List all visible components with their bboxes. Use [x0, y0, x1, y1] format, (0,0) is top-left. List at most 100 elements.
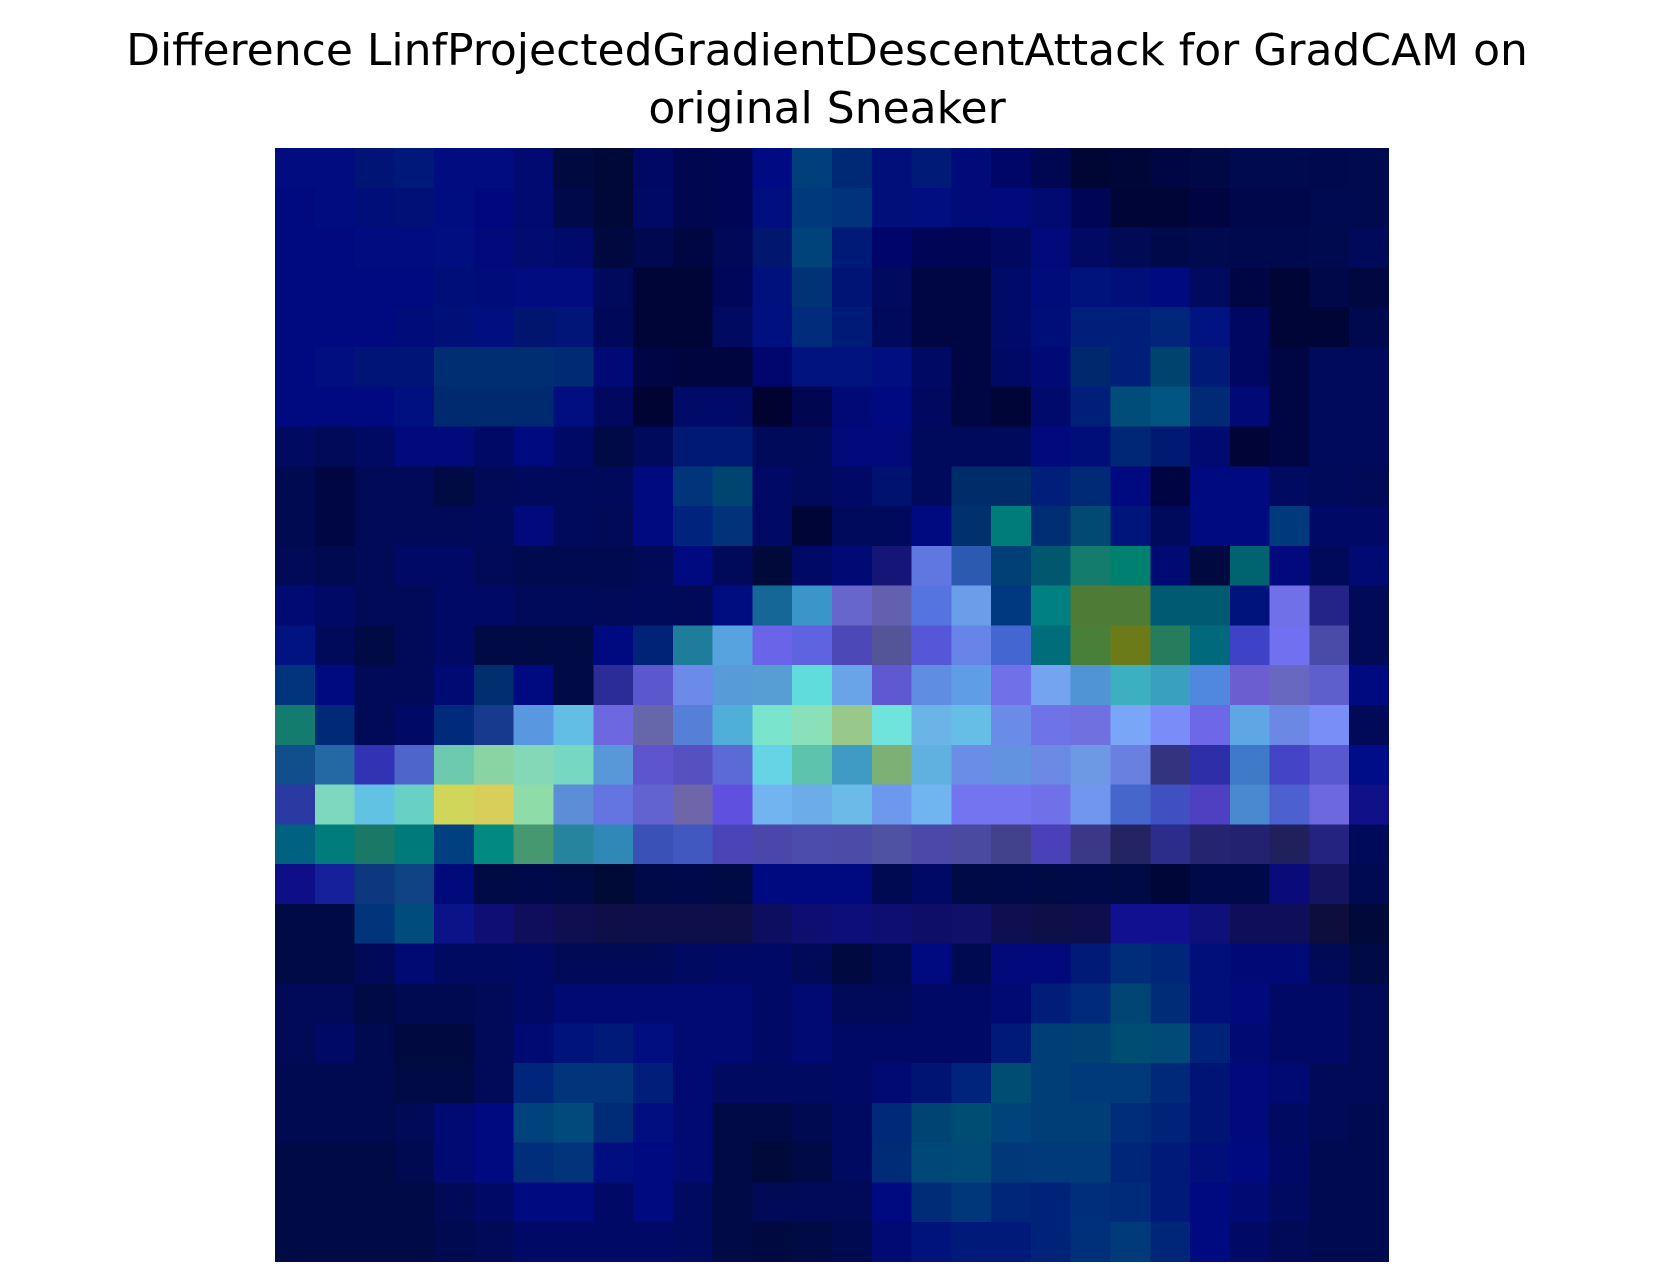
heatmap-cell-r13-c10	[672, 665, 714, 706]
heatmap-cell-r15-c6	[513, 744, 555, 786]
heatmap-cell-r4-c3	[394, 307, 435, 348]
heatmap-cell-r20-c11	[712, 943, 754, 985]
heatmap-cell-r12-c15	[871, 625, 913, 667]
heatmap-cell-r21-c21	[1110, 983, 1152, 1025]
heatmap-cell-r1-c18	[991, 187, 1032, 229]
heatmap-cell-r12-c13	[792, 625, 833, 667]
heatmap-cell-r26-c4	[434, 1182, 475, 1224]
heatmap-cell-r0-c27	[1349, 148, 1389, 189]
heatmap-cell-r6-c14	[832, 386, 873, 428]
heatmap-cell-r8-c5	[473, 466, 515, 507]
heatmap-cell-r25-c7	[553, 1142, 595, 1184]
heatmap-cell-r14-c21	[1110, 705, 1152, 746]
heatmap-cell-r11-c4	[434, 585, 475, 627]
heatmap-cell-r5-c21	[1110, 346, 1152, 388]
heatmap-cell-r24-c5	[473, 1102, 515, 1144]
heatmap-cell-r27-c9	[633, 1222, 674, 1262]
heatmap-cell-r2-c1	[314, 227, 356, 269]
heatmap-cell-r16-c16	[911, 784, 953, 826]
heatmap-cell-r22-c6	[513, 1023, 555, 1064]
heatmap-cell-r19-c13	[792, 903, 833, 945]
heatmap-cell-r8-c11	[712, 466, 754, 507]
heatmap-cell-r0-c1	[314, 148, 356, 189]
heatmap-cell-r10-c4	[434, 545, 475, 587]
heatmap-cell-r0-c18	[991, 148, 1032, 189]
heatmap-cell-r18-c14	[832, 864, 873, 905]
heatmap-cell-r4-c13	[792, 307, 833, 348]
heatmap-cell-r22-c0	[275, 1023, 316, 1064]
heatmap-cell-r7-c19	[1030, 426, 1072, 468]
heatmap-cell-r2-c16	[911, 227, 953, 269]
heatmap-cell-r8-c21	[1110, 466, 1152, 507]
heatmap-cell-r2-c3	[394, 227, 435, 269]
heatmap-cell-r21-c10	[672, 983, 714, 1025]
heatmap-cell-r18-c23	[1190, 864, 1231, 905]
heatmap-cell-r4-c26	[1309, 307, 1351, 348]
heatmap-cell-r17-c15	[871, 824, 913, 865]
heatmap-cell-r10-c18	[991, 545, 1032, 587]
heatmap-cell-r23-c13	[792, 1063, 833, 1104]
heatmap-cell-r20-c1	[314, 943, 356, 985]
heatmap-cell-r23-c9	[633, 1063, 674, 1104]
heatmap-cell-r5-c25	[1269, 346, 1311, 388]
heatmap-cell-r14-c2	[354, 705, 396, 746]
heatmap-cell-r11-c14	[832, 585, 873, 627]
heatmap-cell-r16-c27	[1349, 784, 1389, 826]
heatmap-cell-r23-c0	[275, 1063, 316, 1104]
heatmap-cell-r14-c7	[553, 705, 595, 746]
heatmap-cell-r23-c18	[991, 1063, 1032, 1104]
heatmap-cell-r5-c4	[434, 346, 475, 388]
heatmap-cell-r3-c25	[1269, 267, 1311, 308]
heatmap-cell-r7-c8	[593, 426, 634, 468]
heatmap-cell-r21-c24	[1229, 983, 1271, 1025]
heatmap-cell-r18-c4	[434, 864, 475, 905]
heatmap-cell-r22-c12	[752, 1023, 794, 1064]
heatmap-cell-r5-c19	[1030, 346, 1072, 388]
heatmap-cell-r12-c27	[1349, 625, 1389, 667]
heatmap-cell-r1-c16	[911, 187, 953, 229]
heatmap-cell-r16-c14	[832, 784, 873, 826]
heatmap-cell-r3-c14	[832, 267, 873, 308]
heatmap-cell-r26-c14	[832, 1182, 873, 1224]
heatmap-cell-r2-c9	[633, 227, 674, 269]
heatmap-cell-r1-c6	[513, 187, 555, 229]
heatmap-cell-r13-c21	[1110, 665, 1152, 706]
heatmap-cell-r3-c13	[792, 267, 833, 308]
heatmap-cell-r9-c3	[394, 506, 435, 547]
heatmap-cell-r25-c9	[633, 1142, 674, 1184]
heatmap-cell-r19-c2	[354, 903, 396, 945]
heatmap-cell-r12-c19	[1030, 625, 1072, 667]
heatmap-cell-r15-c25	[1269, 744, 1311, 786]
heatmap-cell-r8-c22	[1150, 466, 1191, 507]
heatmap-cell-r3-c17	[951, 267, 992, 308]
heatmap-cell-r11-c19	[1030, 585, 1072, 627]
heatmap-cell-r20-c25	[1269, 943, 1311, 985]
heatmap-cell-r16-c4	[434, 784, 475, 826]
heatmap-cell-r27-c11	[712, 1222, 754, 1262]
heatmap-cell-r20-c6	[513, 943, 555, 985]
heatmap-cell-r5-c23	[1190, 346, 1231, 388]
heatmap-cell-r24-c6	[513, 1102, 555, 1144]
heatmap-cell-r23-c1	[314, 1063, 356, 1104]
heatmap-cell-r23-c20	[1070, 1063, 1112, 1104]
heatmap-cell-r19-c3	[394, 903, 435, 945]
heatmap-cell-r18-c24	[1229, 864, 1271, 905]
heatmap-cell-r12-c2	[354, 625, 396, 667]
heatmap-cell-r9-c0	[275, 506, 316, 547]
heatmap-cell-r20-c24	[1229, 943, 1271, 985]
heatmap-cell-r26-c13	[792, 1182, 833, 1224]
heatmap-cell-r0-c14	[832, 148, 873, 189]
heatmap-cell-r7-c5	[473, 426, 515, 468]
heatmap-cell-r12-c5	[473, 625, 515, 667]
heatmap-cell-r13-c2	[354, 665, 396, 706]
heatmap-cell-r24-c11	[712, 1102, 754, 1144]
heatmap-cell-r3-c12	[752, 267, 794, 308]
heatmap-cell-r12-c24	[1229, 625, 1271, 667]
heatmap-cell-r12-c25	[1269, 625, 1311, 667]
heatmap-cell-r0-c11	[712, 148, 754, 189]
chart-title: Difference LinfProjectedGradientDescentA…	[0, 22, 1654, 138]
heatmap-cell-r6-c15	[871, 386, 913, 428]
heatmap-cell-r19-c8	[593, 903, 634, 945]
heatmap-cell-r16-c13	[792, 784, 833, 826]
heatmap-cell-r6-c9	[633, 386, 674, 428]
